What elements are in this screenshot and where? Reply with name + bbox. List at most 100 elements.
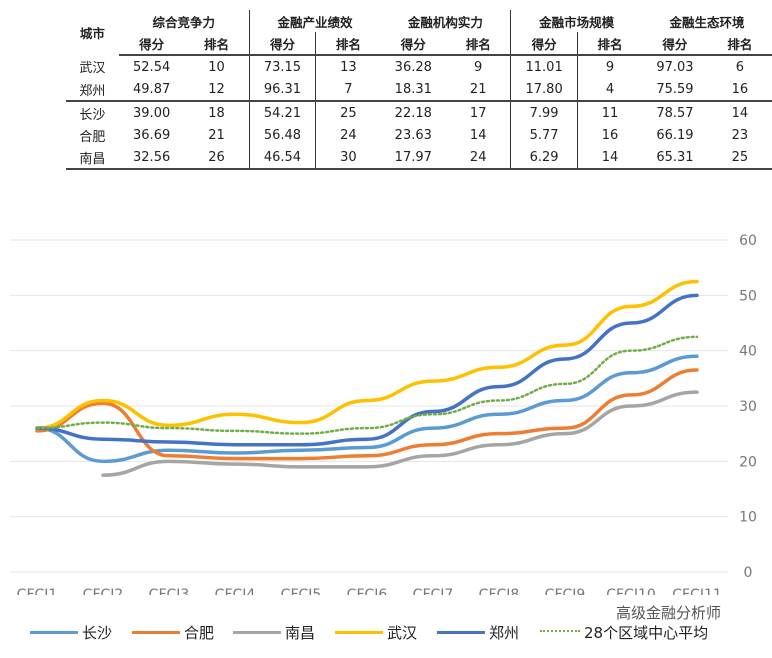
value-cell: 4 xyxy=(576,78,643,101)
value-cell: 11.01 xyxy=(510,55,578,78)
value-cell: 36.28 xyxy=(394,59,432,75)
x-tick-label: CFCI6 xyxy=(347,587,388,595)
table-row: 郑州 49.87 12 96.31 7 18.31 21 17.80 4 75.59 16 xyxy=(66,78,772,101)
value-cell: 18 xyxy=(208,105,225,121)
y-tick-label: 60 xyxy=(739,233,757,249)
value-cell: 9 xyxy=(474,59,483,75)
value-cell: 14 xyxy=(576,146,643,170)
value-cell: 26 xyxy=(184,146,250,170)
value-cell: 17.80 xyxy=(510,78,578,101)
group-header: 金融产业绩效 xyxy=(248,10,381,32)
sub-header: 得分 xyxy=(380,32,447,56)
x-tick-label: CFCI8 xyxy=(479,587,520,595)
table-row: 南昌 32.56 26 46.54 30 17.97 24 6.29 14 65.31 25 xyxy=(66,146,772,170)
value-cell: 21 xyxy=(208,127,225,143)
legend-swatch xyxy=(540,630,580,635)
city-cell: 长沙 xyxy=(79,107,106,123)
legend-swatch xyxy=(335,631,383,634)
series-line-2 xyxy=(101,390,699,477)
city-header: 城市 xyxy=(79,26,105,41)
value-cell: 12 xyxy=(208,81,225,97)
value-cell: 7.99 xyxy=(510,101,578,124)
line-chart: 0 10 20 30 40 50 60 CFCI1 CFCI2 CFCI3 CFCI4 CFCI5 CF… xyxy=(10,233,757,595)
value-cell: 25 xyxy=(315,101,381,124)
city-cell: 南昌 xyxy=(66,146,119,170)
x-tick-label: CFCI2 xyxy=(83,587,124,595)
city-cell: 合肥 xyxy=(79,129,106,145)
sub-header: 得分 xyxy=(510,32,578,56)
sub-header: 得分 xyxy=(248,32,316,56)
sub-header: 排名 xyxy=(315,32,381,56)
competitiveness-table: 城市 综合竞争力 金融产业绩效 金融机构实力 金融市场规模 金融生态环境 得分排… xyxy=(66,10,772,170)
value-cell: 96.31 xyxy=(248,78,316,101)
y-tick-label: 30 xyxy=(739,399,757,415)
value-cell: 24 xyxy=(446,146,511,170)
value-cell: 6 xyxy=(735,59,745,75)
legend-swatch xyxy=(30,631,78,634)
y-tick-label: 0 xyxy=(744,565,753,581)
value-cell: 52.54 xyxy=(133,59,171,75)
x-tick-label: CFCI4 xyxy=(215,587,256,595)
value-cell: 14 xyxy=(469,127,487,143)
city-cell: 郑州 xyxy=(79,83,106,99)
sub-header: 排名 xyxy=(184,32,250,56)
value-cell: 9 xyxy=(576,55,643,78)
value-cell: 16 xyxy=(731,81,749,97)
legend-label: 28个区域中心平均 xyxy=(584,624,709,642)
value-cell: 14 xyxy=(731,105,749,121)
legend-item: 合肥 xyxy=(132,622,214,643)
value-cell: 46.54 xyxy=(248,146,316,170)
value-cell: 56.48 xyxy=(248,124,316,146)
value-cell: 49.87 xyxy=(133,81,171,97)
value-cell: 25 xyxy=(707,146,772,170)
value-cell: 66.19 xyxy=(656,127,694,143)
legend-label: 郑州 xyxy=(489,624,520,642)
group-header: 金融生态环境 xyxy=(669,14,745,30)
legend-label: 长沙 xyxy=(82,624,113,642)
value-cell: 10 xyxy=(208,59,225,75)
value-cell: 17.97 xyxy=(380,146,447,170)
value-cell: 17 xyxy=(469,105,487,121)
value-cell: 54.21 xyxy=(248,101,316,124)
value-cell: 75.59 xyxy=(656,81,694,97)
legend-swatch xyxy=(233,631,281,634)
group-header: 金融机构实力 xyxy=(407,14,483,30)
y-tick-label: 10 xyxy=(739,510,757,526)
legend-item: 南昌 xyxy=(233,622,315,643)
legend-swatch xyxy=(132,631,180,634)
group-header: 金融市场规模 xyxy=(510,10,643,32)
legend-label: 南昌 xyxy=(285,624,316,642)
table-row: 长沙 39.00 18 54.21 25 22.18 17 7.99 11 78.57 14 xyxy=(66,101,772,124)
value-cell: 78.57 xyxy=(656,105,694,121)
y-tick-label: 40 xyxy=(739,344,757,360)
city-cell: 武汉 xyxy=(79,61,106,76)
y-tick-label: 20 xyxy=(739,454,757,470)
sub-header: 排名 xyxy=(576,32,643,56)
legend-item: 郑州 xyxy=(437,622,519,643)
watermark: 高级金融分析师 xyxy=(616,604,722,622)
x-tick-label: CFCI10 xyxy=(606,587,656,595)
legend-label: 合肥 xyxy=(184,624,215,642)
value-cell: 18.31 xyxy=(394,81,432,97)
legend-label: 武汉 xyxy=(387,624,418,642)
series-line-0 xyxy=(35,354,699,464)
legend-item: 长沙 xyxy=(30,622,112,643)
value-cell: 23.63 xyxy=(394,127,432,143)
series-line-4 xyxy=(35,293,699,447)
value-cell: 21 xyxy=(469,81,487,97)
value-cell: 6.29 xyxy=(510,146,578,170)
value-cell: 5.77 xyxy=(510,124,578,146)
table-row: 合肥 36.69 21 56.48 24 23.63 14 5.77 16 66.19 23 xyxy=(66,124,772,146)
value-cell: 97.03 xyxy=(656,59,694,75)
x-tick-label: CFCI3 xyxy=(149,587,190,595)
value-cell: 32.56 xyxy=(118,146,185,170)
x-tick-label: CFCI9 xyxy=(545,587,586,595)
sub-header: 得分 xyxy=(118,32,185,56)
sub-header: 得分 xyxy=(642,32,708,56)
x-tick-label: CFCI1 xyxy=(17,587,58,595)
value-cell: 22.18 xyxy=(394,105,432,121)
value-cell: 36.69 xyxy=(133,127,171,143)
legend-item: 28个区域中心平均 xyxy=(540,622,708,643)
value-cell: 39.00 xyxy=(133,105,171,121)
value-cell: 65.31 xyxy=(642,146,708,170)
